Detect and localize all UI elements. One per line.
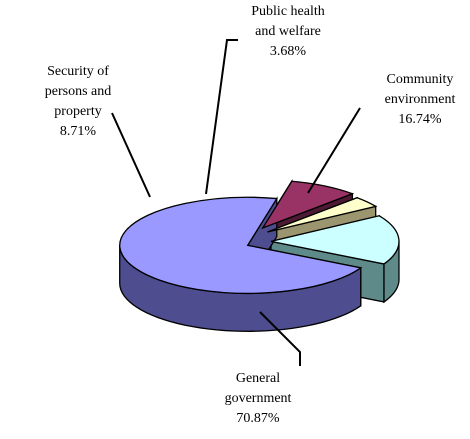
- slice-label-line-2-1: and welfare: [255, 24, 321, 39]
- slice-value-label-1: 8.71%: [59, 124, 97, 139]
- pie-slice-0: [119, 196, 363, 294]
- slice-label-line-0-1: government: [224, 391, 292, 406]
- leader-line-2: [205, 39, 238, 195]
- slice-label-1: Security of persons and property 8.71%: [45, 62, 112, 142]
- leader-line-0: [259, 311, 301, 366]
- pie-slice-1: [261, 180, 355, 230]
- slice-value-label-0: 70.87%: [236, 411, 280, 426]
- pie-slice-3: [270, 215, 400, 265]
- slice-label-2: Public health and welfare 3.68%: [251, 2, 325, 62]
- slice-label-line-0-0: General: [235, 371, 281, 386]
- slice-label-line-2-0: Public health: [251, 4, 325, 19]
- leader-line-1: [111, 112, 151, 198]
- leader-line-3: [307, 107, 361, 194]
- slice-label-line-3-0: Community: [386, 72, 454, 87]
- slice-label-line-1-0: Security of: [47, 64, 109, 79]
- slice-label-line-1-2: property: [54, 104, 102, 119]
- slice-label-3: Community environment 16.74%: [385, 70, 456, 130]
- pie-slice-2: [267, 197, 378, 233]
- slice-value-label-3: 16.74%: [398, 112, 442, 127]
- slice-value-label-2: 3.68%: [269, 44, 307, 59]
- slice-label-0: General government 70.87%: [225, 369, 292, 429]
- slice-label-line-3-1: environment: [384, 92, 456, 107]
- slice-label-line-1-1: persons and: [44, 84, 112, 99]
